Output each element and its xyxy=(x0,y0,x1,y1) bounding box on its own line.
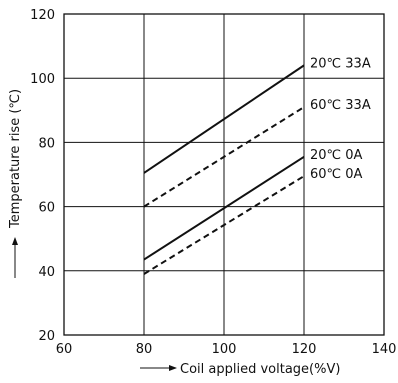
x-tick-label: 80 xyxy=(136,342,153,357)
y-tick-label: 60 xyxy=(38,201,55,216)
series-line-2 xyxy=(143,106,305,208)
y-tick-label: 100 xyxy=(30,72,55,87)
grid xyxy=(64,14,384,335)
y-tick-label: 40 xyxy=(38,265,55,280)
x-tick-label: 120 xyxy=(292,342,317,357)
x-axis-label: Coil applied voltage(%V) xyxy=(180,362,340,377)
x-axis-label-group: Coil applied voltage(%V) xyxy=(140,362,340,377)
series-labels: 20℃ 33A 60℃ 33A 20℃ 0A 60℃ 0A xyxy=(310,56,371,182)
tick-labels: 60 80 100 120 140 20 40 60 80 100 120 xyxy=(30,8,396,357)
series-label-4: 60℃ 0A xyxy=(310,167,363,182)
series-lines xyxy=(143,64,305,275)
x-tick-label: 100 xyxy=(212,342,237,357)
series-label-2: 60℃ 33A xyxy=(310,98,371,113)
y-tick-label: 120 xyxy=(30,8,55,23)
x-tick-label: 140 xyxy=(372,342,397,357)
series-line-3 xyxy=(143,156,305,261)
series-line-1 xyxy=(143,64,305,174)
y-axis-label-group: Temperature rise (℃) xyxy=(8,89,23,278)
y-tick-label: 80 xyxy=(38,136,55,151)
y-tick-label: 20 xyxy=(38,329,55,344)
series-label-3: 20℃ 0A xyxy=(310,148,363,163)
series-line-4 xyxy=(143,175,305,275)
y-axis-label: Temperature rise (℃) xyxy=(8,89,23,229)
series-label-1: 20℃ 33A xyxy=(310,56,371,71)
plot-frame xyxy=(63,13,385,336)
x-tick-label: 60 xyxy=(56,342,73,357)
